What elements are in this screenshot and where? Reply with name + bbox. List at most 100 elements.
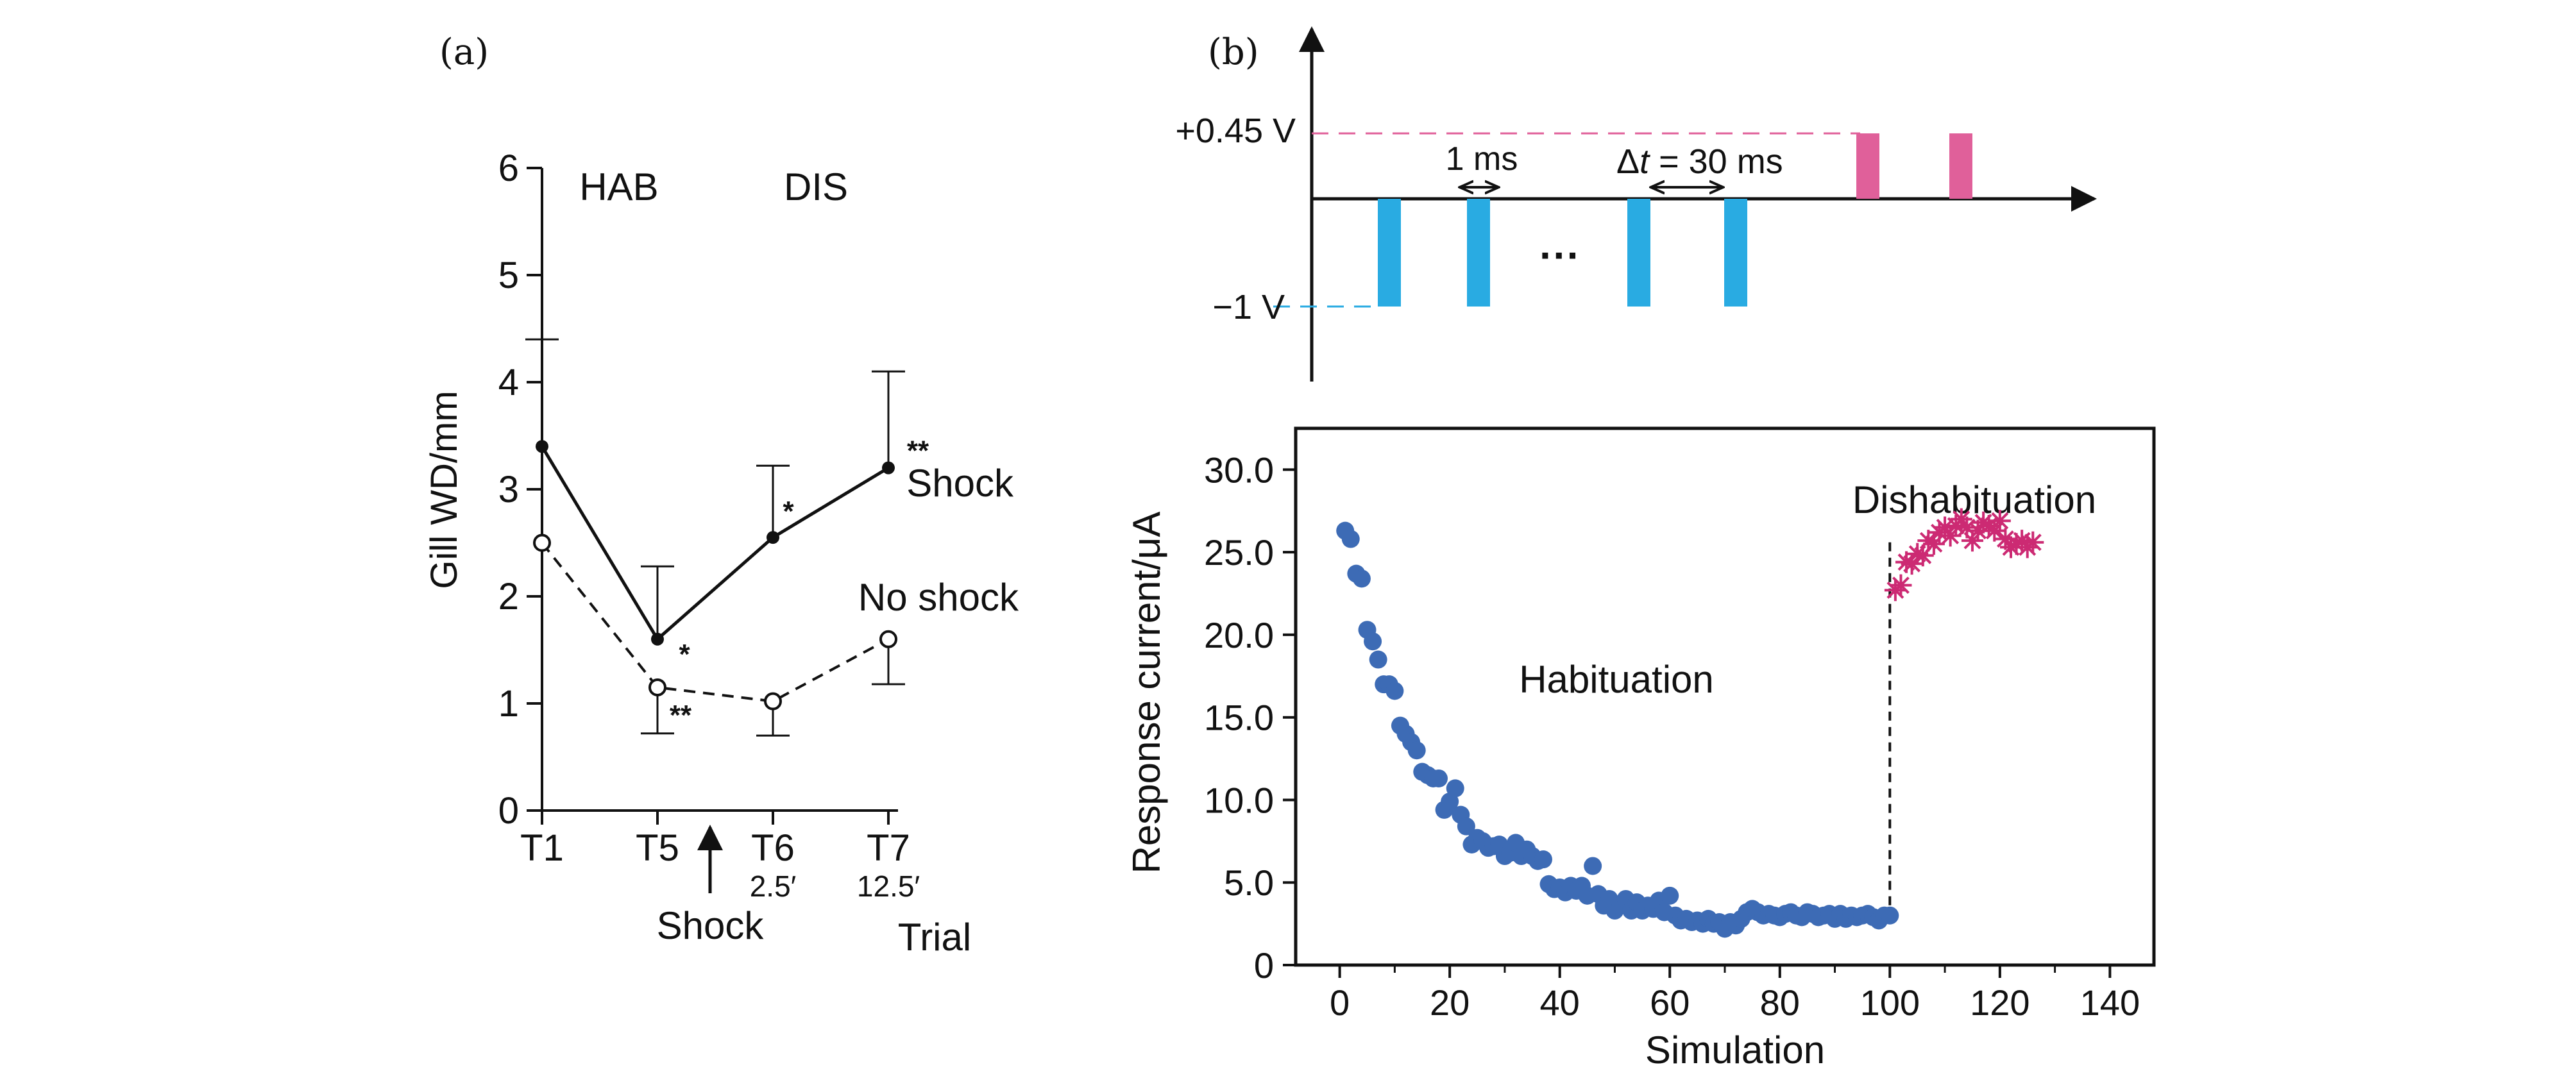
scatter-y-axis-title: Response current/μA	[1125, 512, 1168, 874]
dishabituation-point	[1988, 510, 2011, 532]
dishabituation-point	[1911, 544, 1934, 567]
panel-a-x-tick-label: T6	[751, 827, 795, 869]
dishabituation-point	[1890, 574, 1912, 596]
panel-a-chart: (a) Gill WD/mm HAB DIS Shock No shock Sh…	[423, 31, 1019, 959]
no-shock-point	[533, 534, 551, 552]
scatter-x-tick-label: 120	[1970, 982, 2029, 1023]
no-shock-significance-mark: **	[670, 700, 692, 731]
habituation-point	[1385, 682, 1404, 700]
series-no-shock-label: No shock	[858, 576, 1019, 619]
habituation-point	[1534, 850, 1552, 869]
habituation-point	[1661, 886, 1679, 905]
habituation-point	[1369, 650, 1387, 669]
scatter-y-tick-label: 5.0	[1224, 862, 1274, 903]
dishabituation-point	[1967, 519, 1989, 542]
pulse-ellipsis: ···	[1539, 232, 1580, 278]
hab-label: HAB	[579, 165, 658, 208]
no-shock-series-line	[541, 542, 889, 703]
positive-pulse-2	[1949, 133, 1972, 199]
scatter-y-tick-label: 15.0	[1204, 698, 1274, 738]
habituation-label: Habituation	[1519, 658, 1714, 701]
dishabituation-point	[1934, 516, 1956, 539]
series-shock-label: Shock	[906, 462, 1014, 505]
panel-a-label: (a)	[439, 31, 489, 73]
pulse-width-label: 1 ms	[1446, 140, 1518, 178]
scatter-x-tick-label: 140	[2080, 982, 2140, 1023]
negative-pulse-4	[1724, 199, 1747, 307]
panel-a-x-tick-label: T5	[636, 827, 679, 869]
panel-a-y-tick-label: 6	[498, 147, 519, 189]
panel-a-x-tick-label: T7	[867, 827, 910, 869]
dishabituation-point	[1901, 553, 1923, 575]
no-shock-point	[764, 692, 782, 710]
panel-a-x-tick-sublabel: 2.5′	[750, 870, 797, 903]
dishabituation-point	[1906, 542, 1929, 565]
no-shock-point	[879, 630, 897, 648]
shock-significance-mark: *	[679, 639, 690, 670]
shock-series-line	[540, 445, 890, 642]
panel-a-y-tick-label: 2	[498, 576, 519, 618]
scatter-y-tick-label: 0	[1254, 945, 1274, 986]
dishabituation-point	[1961, 530, 1983, 552]
scatter-x-tick-label: 60	[1650, 982, 1690, 1023]
pulse-interval-label: Δt = 30 ms	[1616, 142, 1783, 181]
panel-a-x-tick-label: T1	[520, 827, 564, 869]
panel-b-label: (b)	[1208, 31, 1259, 73]
scatter-x-tick-label: 100	[1860, 982, 1920, 1023]
scatter-y-tick-label: 10.0	[1204, 780, 1274, 820]
scatter-y-tick-label: 25.0	[1204, 532, 1274, 573]
panel-a-y-tick-label: 5	[498, 255, 519, 296]
panel-a-y-axis-title: Gill WD/mm	[423, 391, 465, 589]
habituation-point	[1881, 906, 1899, 925]
positive-pulse-1	[1856, 133, 1879, 199]
habituation-point	[1352, 569, 1371, 588]
dishabituation-point	[1994, 528, 2017, 550]
habituation-point	[1446, 779, 1464, 798]
dishabituation-point	[2000, 536, 2022, 559]
dis-label: DIS	[784, 165, 848, 208]
no-shock-point	[648, 678, 666, 696]
panel-b-scatter-chart: Response current/μA Simulation Habituati…	[1125, 426, 2156, 1072]
dishabituation-point	[1950, 508, 1972, 530]
scatter-x-axis-title: Simulation	[1645, 1029, 1825, 1072]
panel-a-y-tick-label: 0	[498, 790, 519, 832]
panel-a-x-axis-title: Trial	[898, 916, 971, 959]
scatter-y-tick-label: 30.0	[1204, 450, 1274, 490]
dishabituation-point	[1939, 525, 1962, 547]
shock-point	[767, 531, 779, 544]
habituation-point	[1364, 632, 1382, 651]
dishabituation-point	[1972, 511, 1995, 534]
panel-a-y-tick-label: 4	[498, 362, 519, 403]
dishabituation-point	[2005, 533, 2028, 555]
shock-arrow-label: Shock	[657, 904, 765, 947]
dishabituation-label: Dishabituation	[1852, 478, 2096, 521]
dishabituation-point	[2022, 531, 2044, 553]
panel-a-y-tick-label: 3	[498, 469, 519, 510]
shock-point	[882, 461, 895, 475]
panel-b-pulse-diagram: (b) +0.45 V −1 V ··· 1 ms Δt = 30 ms	[1175, 26, 2097, 382]
scatter-x-tick-label: 40	[1540, 982, 1580, 1023]
panel-a-x-tick-sublabel: 12.5′	[857, 870, 920, 903]
scatter-x-tick-label: 80	[1760, 982, 1800, 1023]
habituation-point	[1407, 741, 1426, 760]
habituation-point	[1430, 769, 1448, 787]
habituation-point	[1584, 857, 1602, 875]
negative-level-label: −1 V	[1212, 288, 1285, 326]
shock-point	[536, 440, 548, 453]
dishabituation-point	[1956, 516, 1978, 539]
dishabituation-point	[1917, 530, 1940, 552]
scatter-x-tick-label: 0	[1330, 982, 1350, 1023]
shock-point	[651, 632, 664, 646]
shock-significance-mark: *	[783, 496, 794, 527]
dishabituation-point	[1983, 519, 2006, 542]
negative-pulse-2	[1467, 199, 1490, 307]
positive-level-label: +0.45 V	[1175, 112, 1296, 150]
negative-pulse-1	[1378, 199, 1401, 307]
panel-a-y-tick-label: 1	[498, 683, 519, 725]
dishabituation-point	[1922, 533, 1945, 555]
habituation-point	[1341, 530, 1360, 548]
dishabituation-point	[1895, 551, 1918, 573]
habituation-point	[1457, 817, 1475, 836]
scatter-x-tick-label: 20	[1430, 982, 1470, 1023]
